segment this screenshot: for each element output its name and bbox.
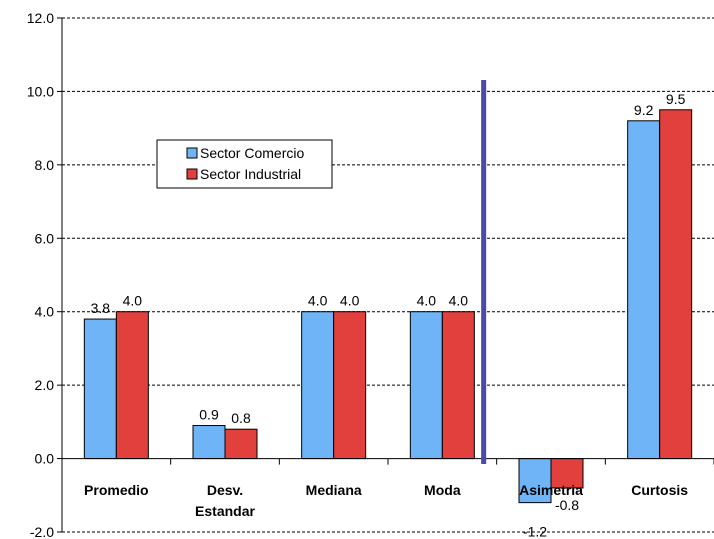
y-tick-labels: -2.0 0.0 2.0 4.0 6.0 8.0 10.0 12.0 <box>27 10 54 539</box>
bar-industrial <box>441 311 475 460</box>
bar-industrial <box>115 311 149 460</box>
data-label: 4.0 <box>308 293 328 309</box>
category-label: Mediana <box>306 482 362 498</box>
data-label: -1.2 <box>523 524 547 539</box>
bar-comercio <box>409 311 443 460</box>
legend-label: Sector Industrial <box>200 166 301 182</box>
axes <box>57 17 714 533</box>
gridlines <box>62 17 714 533</box>
legend-label: Sector Comercio <box>200 145 304 161</box>
bar-comercio <box>301 311 335 460</box>
data-label: 4.0 <box>340 293 360 309</box>
y-tick-label: 10.0 <box>27 83 54 99</box>
data-labels: 3.8 4.0 0.9 0.8 4.0 4.0 4.0 4.0 -1.2 -0.8 9.2 9.5 <box>91 91 686 539</box>
bar-industrial <box>333 311 367 460</box>
y-tick-label: 12.0 <box>27 10 54 26</box>
category-label: Moda <box>424 482 461 498</box>
legend: Sector Comercio Sector Industrial <box>156 139 333 189</box>
bar-comercio <box>83 318 117 460</box>
bar-comercio <box>627 120 661 460</box>
category-label: Estandar <box>195 503 255 519</box>
legend-box <box>156 139 333 189</box>
y-tick-label: -2.0 <box>30 524 54 539</box>
category-label: Promedio <box>84 482 149 498</box>
data-label: 9.5 <box>666 91 686 107</box>
y-tick-label: 6.0 <box>35 230 55 246</box>
data-label: 0.9 <box>199 407 219 423</box>
y-tick-label: 8.0 <box>35 157 55 173</box>
bar-industrial <box>659 109 693 460</box>
data-label: 0.8 <box>231 410 251 426</box>
category-labels: Promedio Desv. Estandar Mediana Moda Asimetri… <box>84 482 688 519</box>
data-label: -0.8 <box>555 497 579 513</box>
y-tick-label: 0.0 <box>35 451 55 467</box>
data-label: 4.0 <box>417 293 437 309</box>
bar-industrial <box>224 428 258 460</box>
data-label: 4.0 <box>123 293 143 309</box>
category-label: Asimetria <box>519 482 583 498</box>
category-label: Curtosis <box>631 482 688 498</box>
y-tick-label: 4.0 <box>35 304 55 320</box>
data-label: 9.2 <box>634 102 654 118</box>
bars <box>83 109 693 504</box>
bar-comercio <box>192 425 226 460</box>
category-label: Desv. <box>207 482 243 498</box>
data-label: 3.8 <box>91 300 111 316</box>
y-tick-label: 2.0 <box>35 377 55 393</box>
data-label: 4.0 <box>449 293 469 309</box>
legend-swatch <box>186 147 198 159</box>
legend-swatch <box>186 168 198 180</box>
